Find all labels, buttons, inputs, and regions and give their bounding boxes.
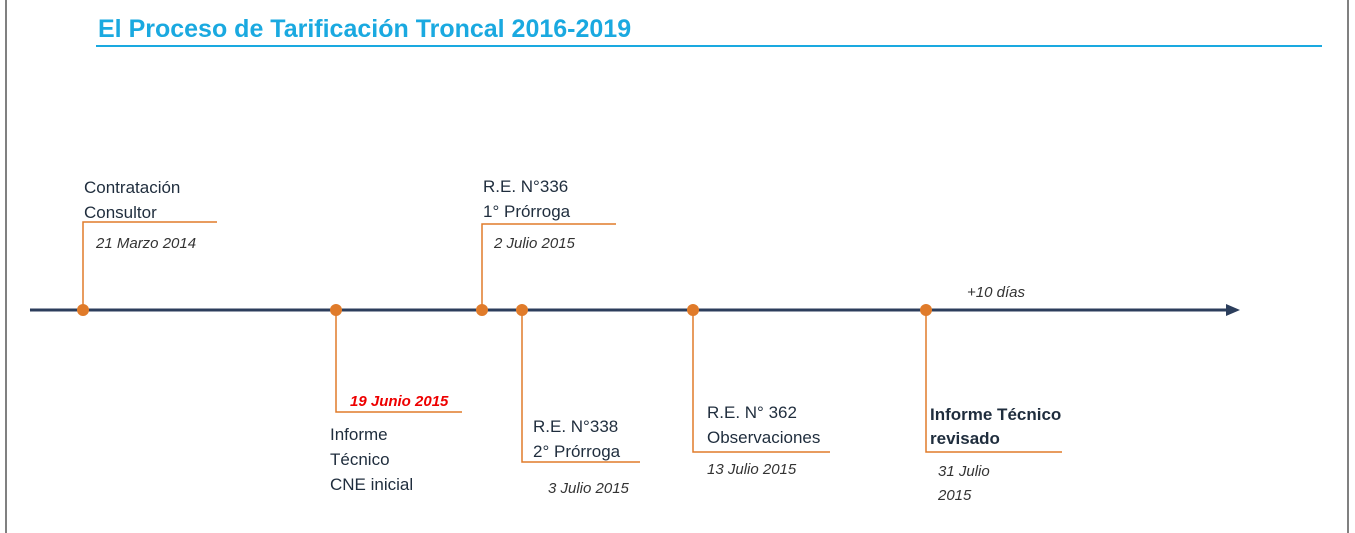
note: +10 días	[967, 284, 1025, 301]
event-dot	[920, 304, 932, 316]
event-label: Contratación	[84, 178, 180, 197]
event-date: 31 Julio	[938, 463, 990, 480]
event-date: 13 Julio 2015	[707, 461, 797, 478]
events: Contratación Consultor 21 Marzo 2014 Inform…	[77, 177, 1062, 504]
connector	[82, 221, 217, 310]
arrow-head	[1226, 304, 1240, 316]
title: El Proceso de Tarificación Troncal 2016-…	[98, 15, 631, 43]
event-label: Observaciones	[707, 428, 820, 447]
connector	[925, 310, 1062, 453]
event-date: 19 Junio 2015	[350, 393, 449, 410]
event-date: 3 Julio 2015	[548, 480, 630, 497]
event-dot	[687, 304, 699, 316]
event-date: 21 Marzo 2014	[95, 235, 196, 252]
event-label: 2° Prórroga	[533, 442, 621, 461]
event-label: R.E. N°338	[533, 417, 618, 436]
event-label: revisado	[930, 429, 1000, 448]
event-dot	[77, 304, 89, 316]
event-label: CNE inicial	[330, 475, 413, 494]
connector	[481, 223, 616, 310]
connector	[521, 310, 640, 463]
event-date: 2015	[937, 487, 972, 504]
event-label: 1° Prórroga	[483, 202, 571, 221]
event-dot	[330, 304, 342, 316]
connector	[692, 310, 830, 453]
event-date: 2 Julio 2015	[493, 235, 576, 252]
event-label: Consultor	[84, 203, 157, 222]
event-dot	[476, 304, 488, 316]
event-label: Informe Técnico	[930, 405, 1061, 424]
event-label: Informe	[330, 425, 388, 444]
connector	[335, 310, 462, 413]
event-dot	[516, 304, 528, 316]
event-label: R.E. N°336	[483, 177, 568, 196]
event-label: Técnico	[330, 450, 390, 469]
event-label: R.E. N° 362	[707, 403, 797, 422]
